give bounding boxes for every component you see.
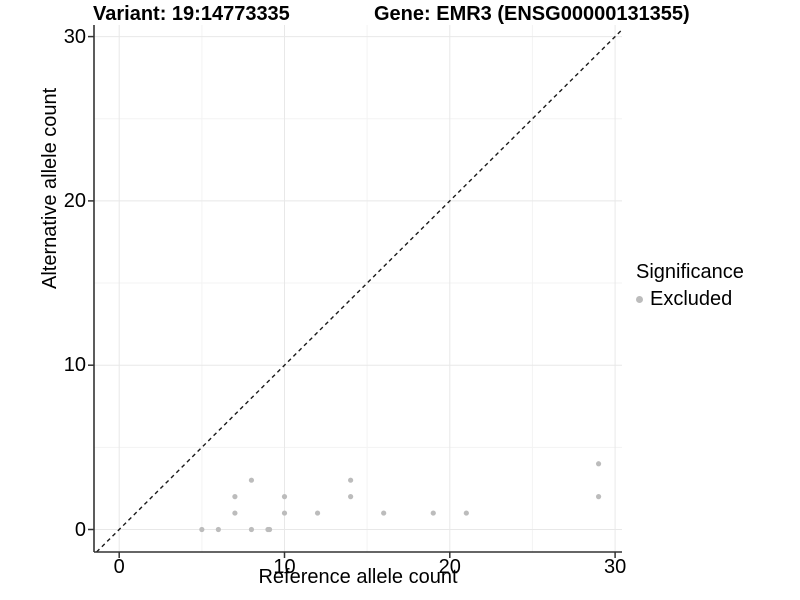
- variant-title: Variant: 19:14773335: [93, 3, 290, 25]
- data-point: [314, 510, 321, 516]
- legend-item-label: Excluded: [650, 288, 733, 310]
- data-point: [281, 494, 288, 500]
- data-point: [248, 477, 255, 483]
- legend-key-dot-icon: [636, 295, 643, 303]
- data-point: [232, 494, 238, 500]
- legend-title: Significance: [636, 261, 744, 283]
- data-point: [215, 526, 221, 533]
- data-point: [463, 510, 469, 516]
- data-point: [348, 477, 354, 483]
- data-point: [248, 526, 255, 533]
- data-point: [232, 510, 238, 516]
- data-point: [281, 510, 288, 516]
- data-point: [199, 526, 205, 533]
- gene-title: Gene: EMR3 (ENSG00000131355): [374, 3, 690, 25]
- data-point: [595, 461, 602, 467]
- legend-item-excluded: Excluded: [636, 287, 744, 311]
- identity-dashed-line: [96, 29, 623, 553]
- data-point: [348, 494, 354, 500]
- x-axis-title: Reference allele count: [258, 566, 458, 588]
- legend: Significance Excluded: [636, 260, 744, 311]
- data-point: [381, 510, 387, 516]
- data-point: [595, 494, 602, 500]
- data-point: [430, 510, 436, 516]
- data-point: [266, 526, 273, 533]
